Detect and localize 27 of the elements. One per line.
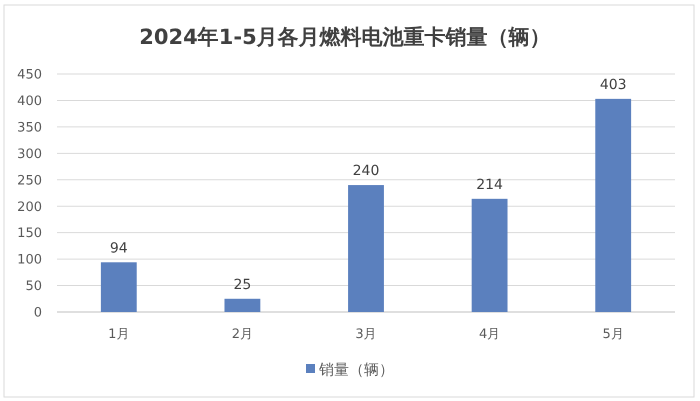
- data-label: 403: [600, 76, 627, 93]
- x-tick-label: 4月: [478, 327, 500, 342]
- y-tick-label: 450: [17, 68, 42, 83]
- y-tick-label: 100: [17, 252, 42, 268]
- y-tick-label: 400: [17, 94, 42, 109]
- bar: [595, 98, 632, 312]
- x-tick-label: 1月: [108, 327, 130, 342]
- data-label: 94: [110, 240, 128, 256]
- x-tick-label: 2月: [232, 327, 254, 342]
- bar: [472, 198, 508, 312]
- bar: [100, 262, 137, 312]
- y-tick-label: 300: [17, 146, 42, 162]
- y-tick-label: 350: [17, 120, 42, 136]
- y-tick-label: 50: [25, 279, 42, 294]
- data-label: 214: [476, 176, 504, 193]
- data-label: 25: [233, 276, 252, 293]
- data-label: 240: [352, 163, 380, 180]
- x-tick-label: 3月: [355, 327, 377, 342]
- legend-label: 销量（辆）: [318, 360, 394, 378]
- y-tick-label: 150: [17, 226, 42, 242]
- chart-title: 2024年1-5月各月燃料电池重卡销量（辆）: [139, 25, 551, 49]
- x-tick-label: 5月: [602, 327, 624, 342]
- bar: [224, 298, 260, 312]
- bar: [348, 185, 384, 312]
- y-tick-label: 0: [34, 306, 42, 321]
- y-tick-label: 250: [17, 173, 42, 188]
- y-tick-label: 200: [17, 200, 42, 215]
